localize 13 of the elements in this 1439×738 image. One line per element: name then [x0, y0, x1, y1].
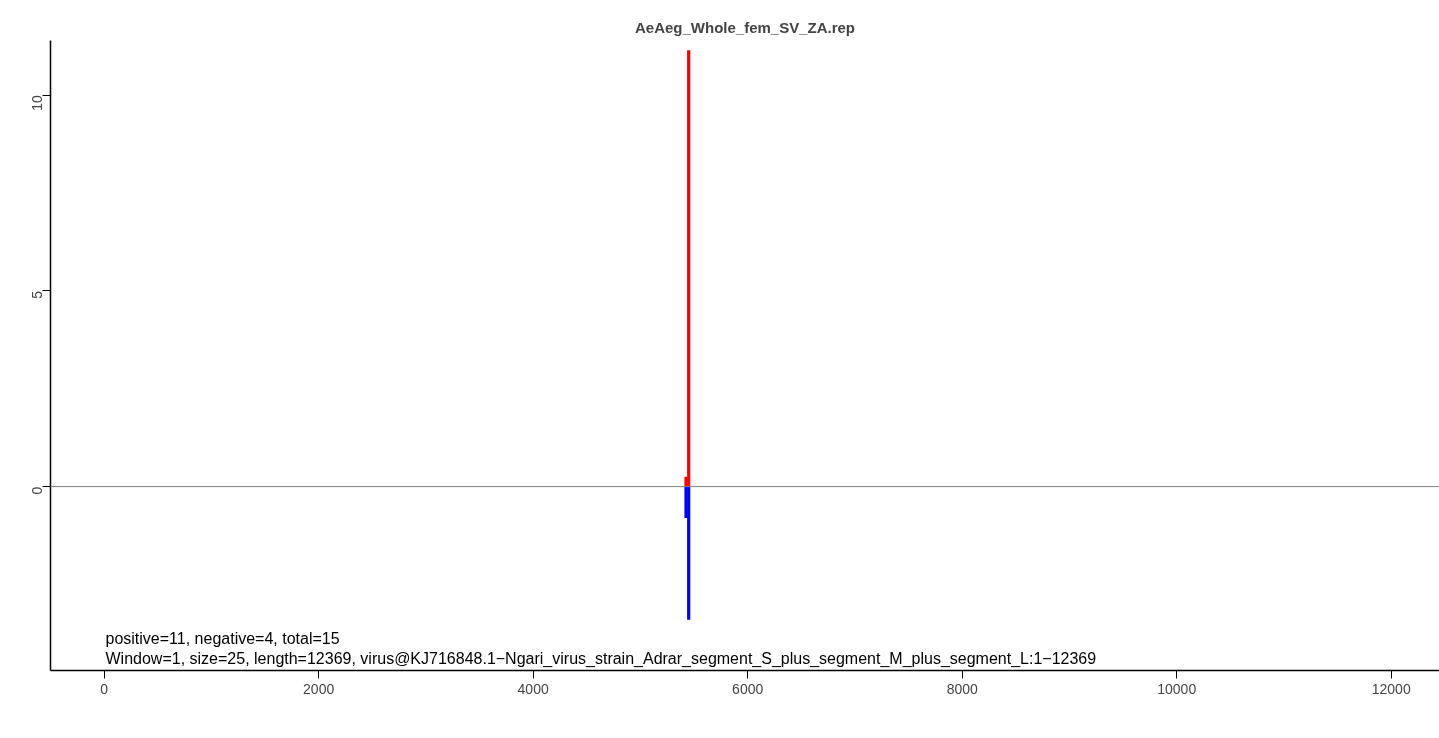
x-tick-label: 6000 [732, 680, 764, 697]
y-tick-label: 10 [29, 95, 46, 111]
x-tick-label: 2000 [303, 680, 335, 697]
y-tick-label: 0 [29, 486, 46, 495]
y-tick-label: 5 [29, 290, 46, 299]
annotation: positive=11, negative=4, total=15 [105, 629, 340, 647]
x-tick-label: 8000 [946, 680, 978, 697]
annotation: Window=1, size=25, length=12369, virus@KJ716848.1−Ngari_virus_strain_Adrar_segment_S_plus_segment_M_plus_segment_L:1−12369 [105, 649, 1097, 668]
chart-title: AeAeg_Whole_fem_SV_ZA.rep [634, 18, 856, 36]
x-tick-label: 10000 [1157, 680, 1197, 697]
x-tick-label: 4000 [517, 680, 549, 697]
x-tick-label: 0 [100, 680, 109, 697]
x-tick-label: 12000 [1371, 680, 1411, 697]
